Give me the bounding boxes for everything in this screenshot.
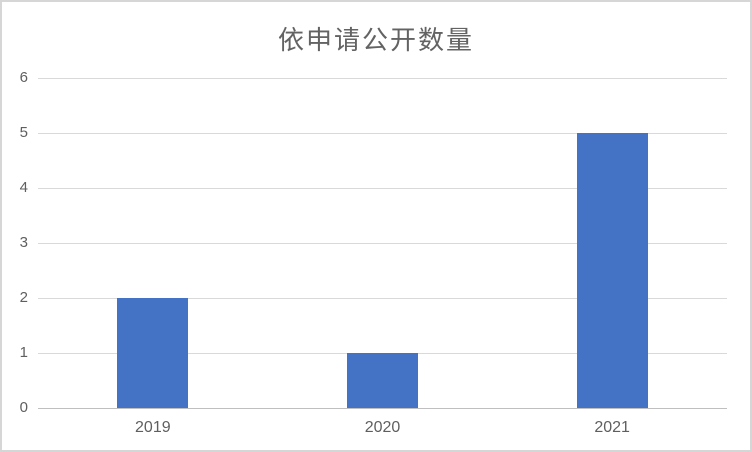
y-tick-label-3: 3 — [19, 234, 28, 251]
plot-area — [38, 78, 727, 409]
gridline-2 — [38, 298, 727, 299]
gridline-5 — [38, 133, 727, 134]
chart-title: 依申请公开数量 — [277, 25, 474, 55]
bar-2021 — [576, 133, 648, 408]
y-tick-label-1: 1 — [19, 344, 28, 361]
y-tick-label-2: 2 — [19, 289, 28, 306]
gridline-6 — [38, 78, 727, 79]
x-tick-label-2019: 2019 — [135, 419, 171, 436]
bar-2020 — [347, 353, 418, 408]
y-tick-label-6: 6 — [19, 69, 28, 86]
y-tick-label-5: 5 — [19, 124, 28, 141]
y-tick-label-0: 0 — [19, 399, 28, 416]
x-tick-label-2020: 2020 — [364, 419, 401, 436]
gridline-0 — [38, 408, 727, 409]
gridline-3 — [38, 243, 727, 244]
y-tick-label-4: 4 — [19, 179, 28, 196]
x-tick-label-2021: 2021 — [594, 419, 630, 436]
gridline-4 — [38, 188, 727, 189]
bar-2019 — [117, 298, 189, 408]
